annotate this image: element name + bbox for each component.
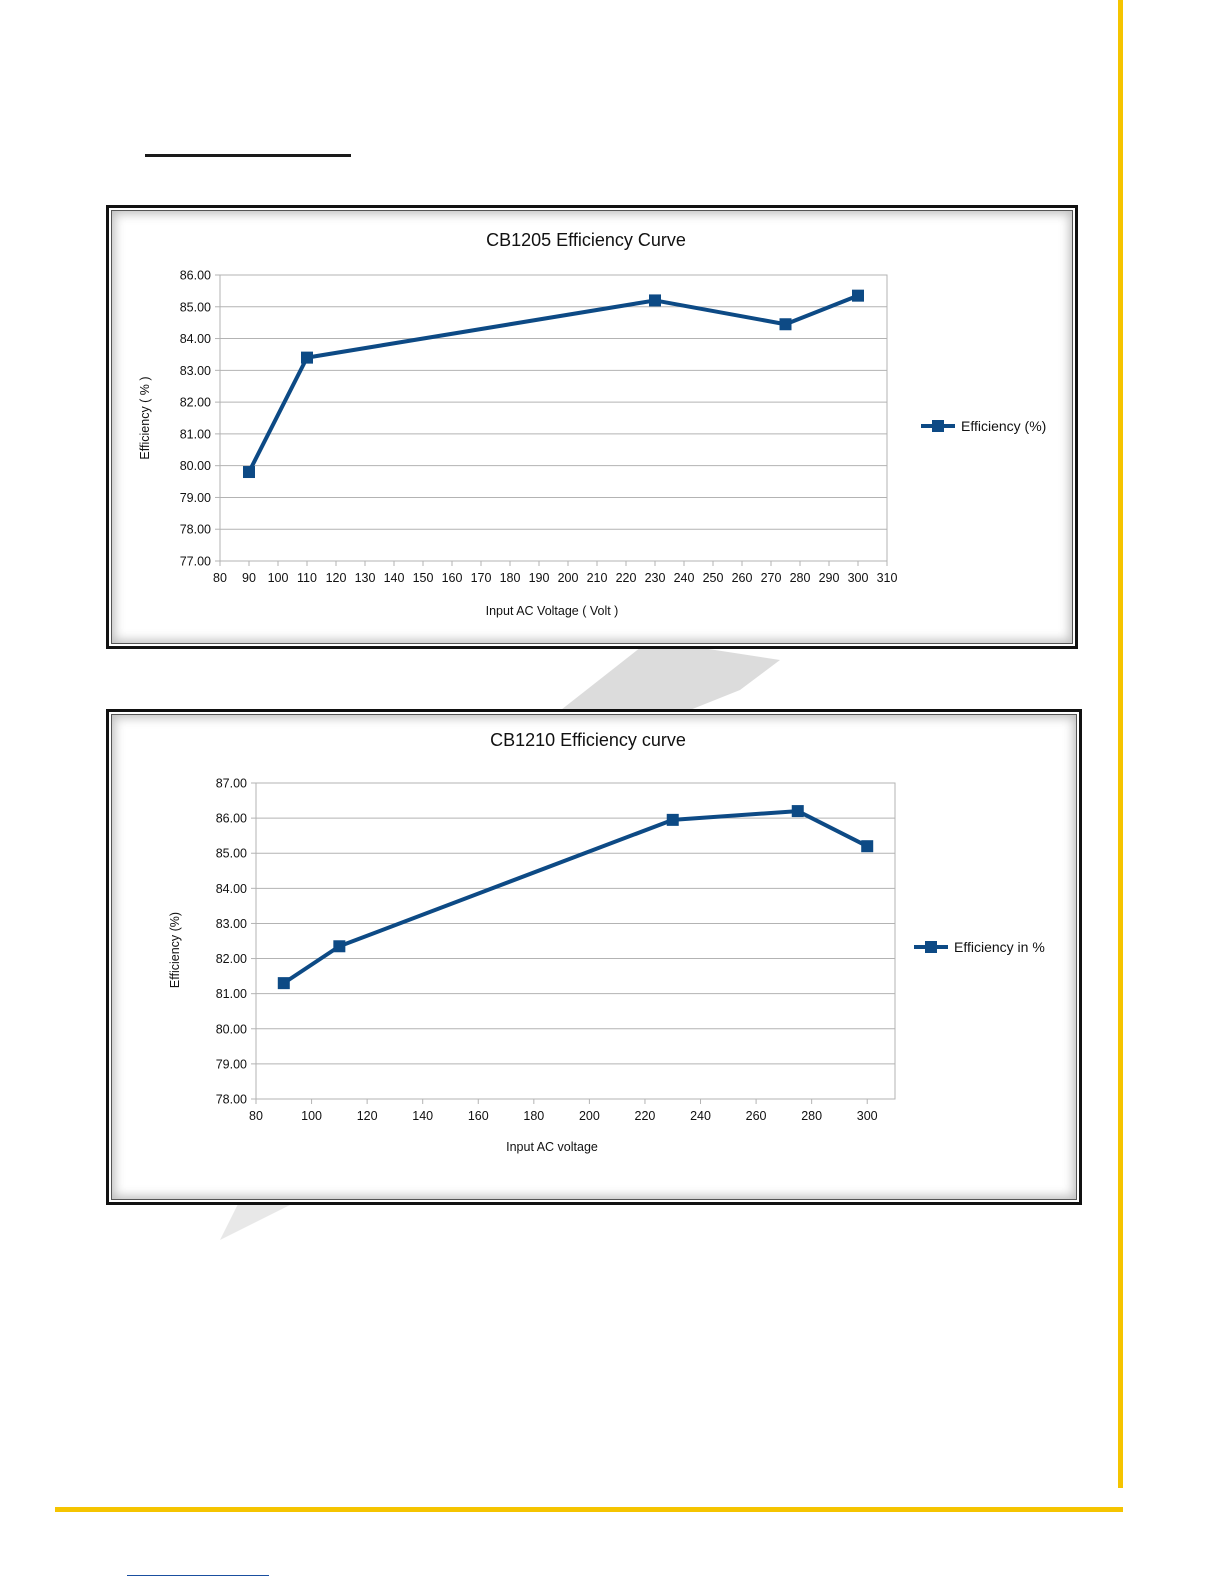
x-tick-label: 140 [412,1109,433,1123]
y-tick-label: 77.00 [180,555,211,569]
data-point-marker [791,805,804,818]
x-tick-label: 270 [761,571,782,585]
x-tick-label: 90 [242,571,256,585]
x-tick-label: 120 [326,571,347,585]
series-line [282,809,869,985]
x-tick-label: 290 [819,571,840,585]
chart-cb1205-frame: CB1205 Efficiency Curve 86.00 85.00 84.00 83… [106,205,1078,649]
y-axis-label: Efficiency ( % ) [138,376,152,459]
y-tick-label: 83.00 [216,917,247,931]
x-tick-label: 200 [558,571,579,585]
y-tick-label: 87.00 [216,777,247,791]
x-tick-label: 80 [249,1109,263,1123]
y-tick-label: 80.00 [216,1022,247,1036]
x-tick-label: 190 [529,571,550,585]
data-point-marker [861,840,874,853]
x-tick-label: 260 [746,1109,767,1123]
y-tick-label: 82.00 [180,396,211,410]
y-tick-label: 85.00 [216,847,247,861]
x-tick-label: 230 [645,571,666,585]
x-axis-label: Input AC Voltage ( Volt ) [486,604,619,618]
x-tick-label: 130 [355,571,376,585]
y-tick-label: 83.00 [180,364,211,378]
data-point-marker [243,466,255,479]
data-point-marker [779,318,792,331]
x-tick-label: 100 [268,571,289,585]
y-tick-label: 84.00 [216,882,247,896]
y-tick-label: 79.00 [216,1057,247,1071]
y-tick-label: 79.00 [180,491,211,505]
x-tick-label: 280 [790,571,811,585]
chart-cb1205: CB1205 Efficiency Curve 86.00 85.00 84.00 83… [138,230,1046,618]
x-tick-label: 170 [471,571,492,585]
x-tick-label: 120 [357,1109,378,1123]
chart-cb1210-frame: CB1210 Efficiency curve 87.00 86.00 85.00 84… [106,709,1082,1205]
x-tick-label: 160 [468,1109,489,1123]
x-tick-label: 160 [442,571,463,585]
x-tick-label: 200 [579,1109,600,1123]
series-line [247,293,859,473]
data-point-marker [333,940,346,953]
legend-label: Efficiency (%) [961,418,1046,434]
legend-marker [932,420,944,432]
x-tick-label: 80 [213,571,227,585]
data-point-marker [852,289,864,302]
x-tick-label: 310 [877,571,898,585]
x-tick-label: 250 [703,571,724,585]
data-point-marker [649,294,661,307]
y-tick-label: 84.00 [180,332,211,346]
heading-underline [145,154,351,157]
data-point-marker [277,977,290,990]
legend-label: Efficiency in % [954,939,1045,955]
x-tick-label: 300 [848,571,869,585]
x-tick-label: 180 [523,1109,544,1123]
chart-title: CB1210 Efficiency curve [490,730,686,750]
y-tick-label: 86.00 [216,812,247,826]
x-tick-label: 260 [732,571,753,585]
x-tick-label: 100 [301,1109,322,1123]
x-tick-label: 240 [674,571,695,585]
plot-area-border [219,274,888,562]
x-tick-label: 140 [384,571,405,585]
right-accent-bar [1118,0,1123,1488]
y-tick-label: 86.00 [180,269,211,283]
data-point-marker [301,351,313,364]
x-tick-label: 280 [801,1109,822,1123]
y-tick-label: 78.00 [180,523,211,537]
bottom-accent-bar [55,1507,1123,1512]
x-tick-label: 110 [297,571,317,585]
x-axis-label: Input AC voltage [506,1140,598,1154]
y-tick-label: 78.00 [216,1093,247,1107]
chart-title: CB1205 Efficiency Curve [486,230,686,250]
y-tick-label: 85.00 [180,300,211,314]
y-tick-label: 81.00 [180,427,211,441]
y-tick-label: 82.00 [216,952,247,966]
x-tick-label: 150 [413,571,434,585]
x-tick-label: 220 [635,1109,656,1123]
chart-cb1210: CB1210 Efficiency curve 87.00 86.00 85.00 84… [168,730,1045,1154]
y-tick-label: 81.00 [216,987,247,1001]
x-tick-label: 300 [857,1109,878,1123]
x-tick-label: 210 [587,571,608,585]
footer-link-underline [127,1575,269,1576]
x-tick-label: 240 [690,1109,711,1123]
y-tick-label: 80.00 [180,459,211,473]
x-tick-label: 180 [500,571,521,585]
data-point-marker [666,813,679,826]
y-axis-label: Efficiency (%) [168,912,182,988]
legend-marker [925,941,937,953]
plot-area-border [255,782,896,1100]
x-tick-label: 220 [616,571,637,585]
